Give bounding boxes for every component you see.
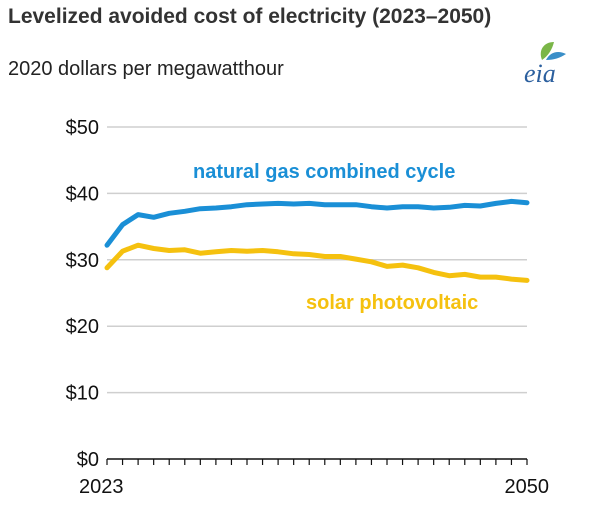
y-tick-label: $40 [66, 183, 99, 205]
y-tick-label: $10 [66, 383, 99, 405]
eia-logo: eia [524, 42, 566, 88]
series-line-natural-gas [104, 198, 530, 248]
chart-subtitle: 2020 dollars per megawatthour [8, 58, 284, 80]
series-label-solar: solar photovoltaic [306, 292, 478, 314]
series-labels: natural gas combined cycle solar photovol… [193, 161, 478, 314]
x-tick-label-start: 2023 [79, 476, 124, 498]
y-tick-label: $30 [66, 250, 99, 272]
y-axis-ticks: $0 $10 $20 $30 $40 $50 [66, 117, 99, 471]
x-axis-ticks: 2023 2050 [79, 476, 549, 498]
y-tick-label: $0 [77, 449, 99, 471]
series-lines [104, 198, 530, 283]
chart-title: Levelized avoided cost of electricity (2… [8, 5, 492, 28]
y-tick-label: $20 [66, 316, 99, 338]
y-tick-label: $50 [66, 117, 99, 139]
series-label-natural-gas: natural gas combined cycle [193, 161, 455, 183]
x-axis [106, 458, 528, 465]
series-line-solar [104, 242, 530, 283]
logo-leaf-green [540, 42, 554, 60]
logo-text: eia [524, 59, 556, 88]
logo-leaf-blue [546, 52, 566, 60]
x-tick-label-end: 2050 [505, 476, 550, 498]
gridlines [107, 126, 527, 394]
